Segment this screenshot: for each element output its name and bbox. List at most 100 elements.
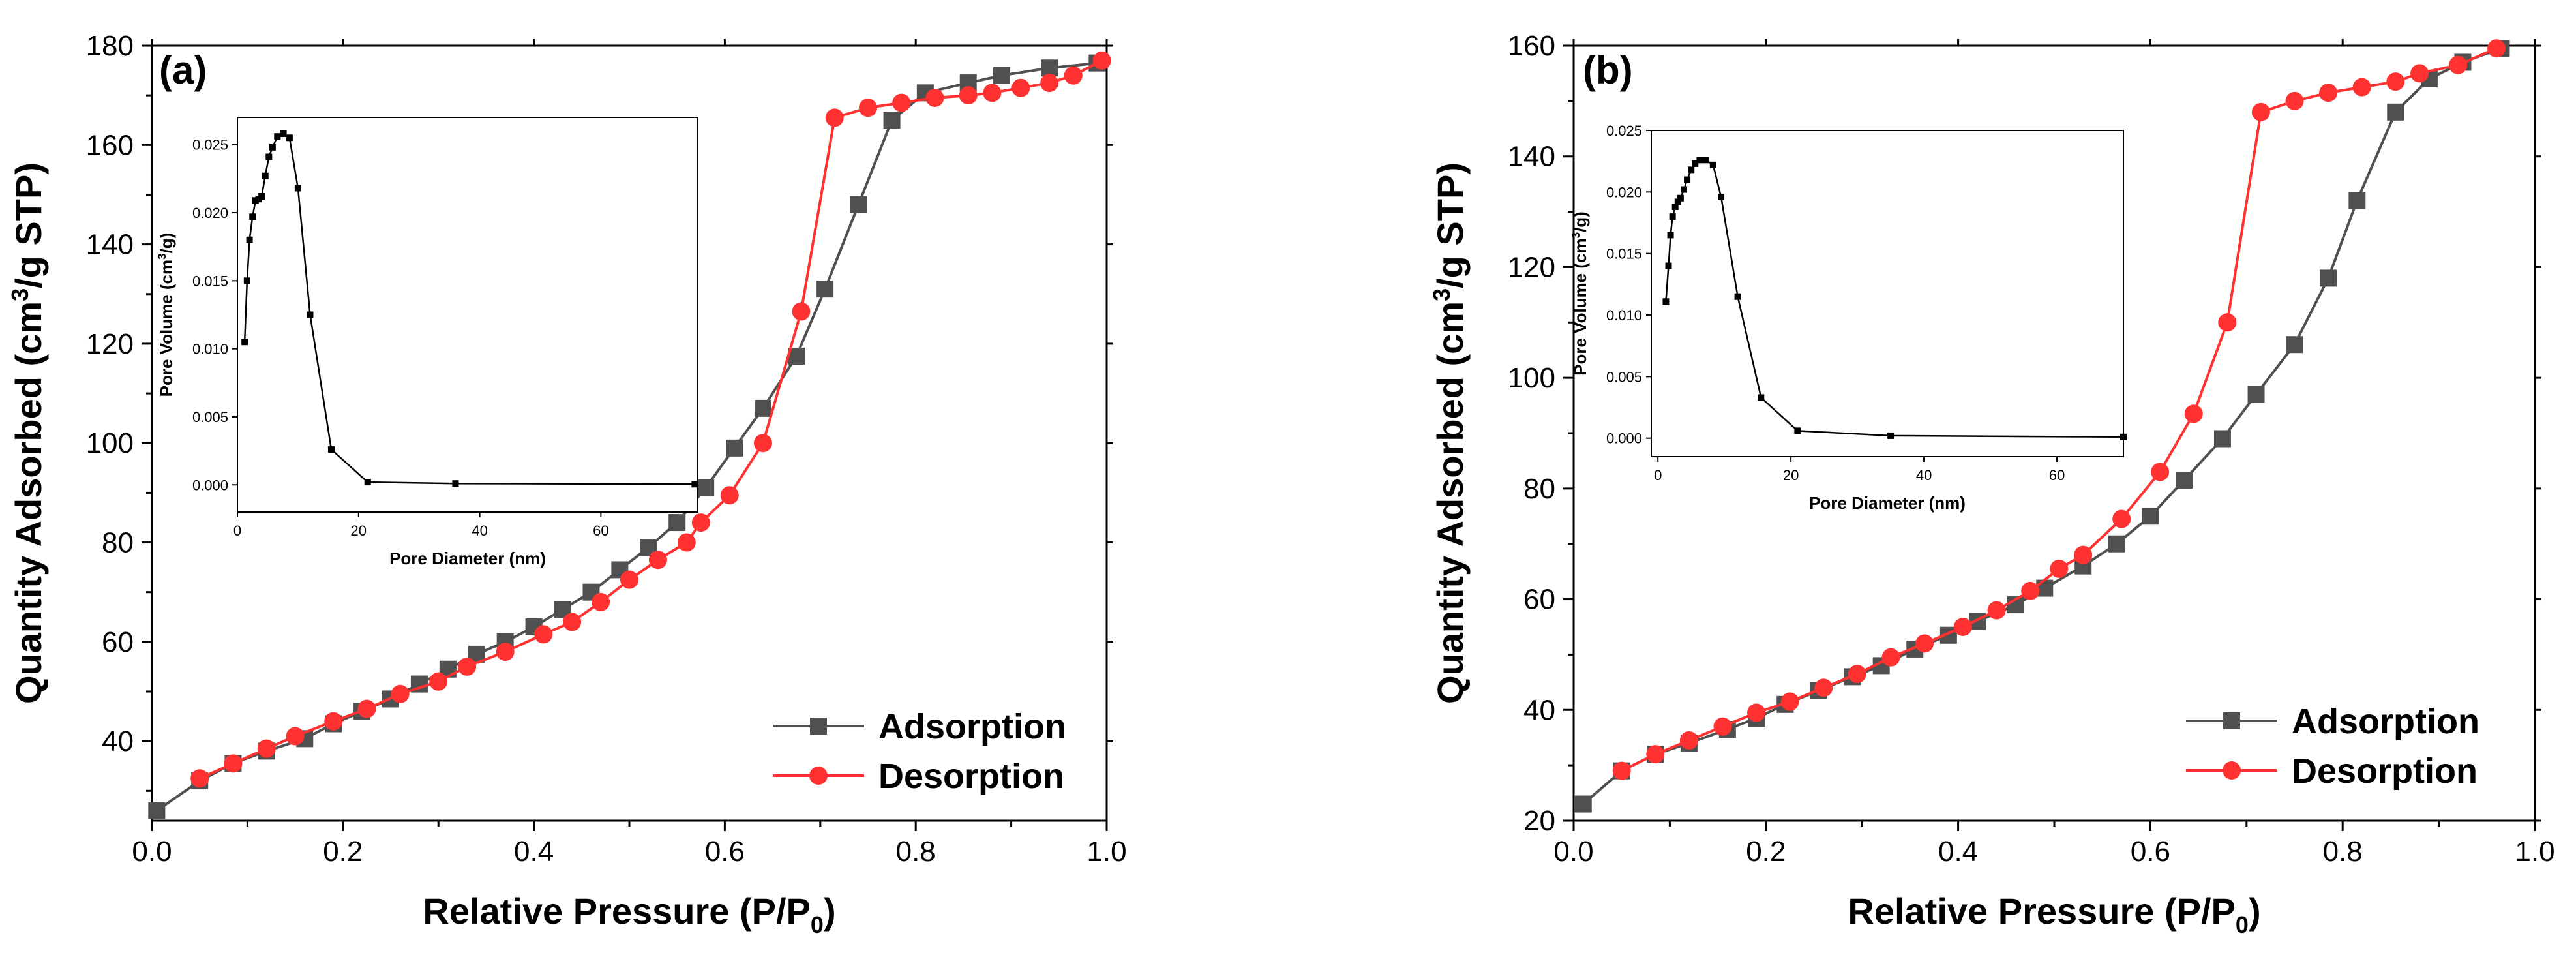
legend-marker-square [810, 718, 827, 735]
inset-point [452, 480, 459, 487]
inset-y-axis-title-part: /g) [157, 233, 176, 254]
x-tick-label: 0.0 [1553, 836, 1593, 868]
inset-point [1696, 157, 1703, 164]
y-tick-label: 80 [1523, 473, 1555, 505]
desorption-point [859, 99, 877, 117]
inset-point [2120, 433, 2127, 440]
inset-y-axis-title-part: Pore Volume (cm [157, 260, 176, 397]
adsorption-point [668, 514, 686, 532]
inset-x-tick-label: 40 [472, 523, 487, 539]
y-tick-label: 40 [1523, 694, 1555, 726]
inset-point [1718, 193, 1725, 200]
y-tick-label: 20 [1523, 805, 1555, 837]
adsorption-point [2387, 103, 2404, 121]
desorption-point [677, 533, 696, 552]
y-tick-label: 60 [102, 626, 134, 658]
desorption-point [648, 551, 667, 570]
inset-point [280, 130, 287, 138]
desorption-point [753, 434, 772, 453]
x-tick-label: 1.0 [1086, 836, 1126, 868]
desorption-point [620, 570, 638, 589]
desorption-point [2410, 64, 2429, 83]
y-tick-label: 160 [86, 129, 134, 161]
y-tick-label: 40 [102, 725, 134, 757]
inset-y-tick-label: 0.005 [1606, 369, 1642, 385]
inset-point [241, 339, 248, 346]
inset-y-tick-label: 0.025 [1606, 123, 1642, 139]
x-axis-title: Relative Pressure (P/P0) [423, 890, 835, 938]
inset-point [243, 277, 250, 284]
desorption-point [1011, 78, 1030, 97]
inset-point [249, 213, 256, 220]
inset-chart: 0 20 40 60 0.000 0.005 0.010 0.015 0.020 0.025 Por… [1570, 123, 2127, 513]
x-tick-label: 0.8 [896, 836, 936, 868]
x-tick-label: 0.6 [705, 836, 745, 868]
x-axis-title-part: Relative Pressure (P/P [423, 890, 811, 932]
inset-point [286, 134, 293, 142]
inset-x-tick-label: 0 [1654, 467, 1662, 483]
inset-y-axis-title-part: Pore Volume (cm [1570, 238, 1590, 375]
inset-point [327, 446, 335, 453]
adsorption-point [697, 479, 715, 496]
desorption-point [1848, 665, 1866, 684]
legend-marker-square [2223, 712, 2240, 729]
inset-point [364, 479, 371, 486]
adsorption-point [726, 439, 743, 457]
legend-label-adsorption: Adsorption [2292, 702, 2479, 741]
desorption-point [534, 625, 553, 644]
desorption-point [1814, 678, 1833, 697]
adsorption-point [993, 67, 1010, 84]
inset-x-tick-label: 60 [2049, 467, 2065, 483]
x-axis-title-part: 0 [811, 911, 824, 938]
desorption-point [2184, 404, 2203, 423]
inset-point [1702, 157, 1709, 164]
inset-y-tick-label: 0.000 [192, 477, 228, 493]
inset-y-axis-title-part: 3 [1570, 232, 1582, 238]
inset-point [1734, 293, 1741, 300]
adsorption-point [883, 112, 901, 129]
y-tick-label: 120 [86, 328, 134, 360]
desorption-point [1915, 634, 1934, 653]
desorption-point [2449, 55, 2468, 74]
desorption-point [190, 769, 209, 788]
inset-point [691, 481, 698, 488]
inset-x-axis-title: Pore Diameter (nm) [389, 549, 546, 568]
desorption-point [1040, 74, 1059, 93]
inset-x-axis-title: Pore Diameter (nm) [1809, 493, 1966, 513]
y-tick-label: 140 [86, 229, 134, 261]
inset-point [1887, 432, 1895, 439]
desorption-point [1987, 601, 2006, 620]
desorption-point [1881, 648, 1900, 667]
desorption-point [959, 86, 978, 105]
desorption-point [2386, 72, 2405, 91]
inset-frame [237, 117, 698, 513]
adsorption-point [2286, 336, 2303, 354]
x-axis-title-part: Relative Pressure (P/P [1848, 890, 2236, 932]
inset-point [258, 193, 265, 200]
desorption-point [357, 699, 376, 718]
panel-label: (a) [159, 48, 207, 92]
y-tick-label: 140 [1508, 141, 1555, 173]
inset-y-tick-label: 0.010 [1606, 307, 1642, 324]
inset-point [262, 172, 269, 179]
desorption-point [792, 302, 811, 321]
x-axis-title-part: ) [2249, 890, 2261, 932]
desorption-point [892, 93, 911, 112]
desorption-point [592, 592, 610, 611]
inset-y-tick-label: 0.010 [192, 341, 228, 357]
inset-point [269, 144, 276, 151]
y-tick-label: 80 [102, 527, 134, 559]
desorption-point [2151, 463, 2170, 481]
desorption-point [496, 643, 515, 661]
adsorption-point [2213, 430, 2231, 448]
adsorption-point [754, 399, 771, 417]
desorption-point [391, 684, 410, 703]
legend-label-desorption: Desorption [2292, 752, 2478, 791]
inset-point [265, 153, 273, 160]
y-axis-title-part: Quantity Adsorbed (cm [1430, 301, 1471, 704]
inset-point [1669, 213, 1676, 220]
inset-y-tick-label: 0.020 [1606, 184, 1642, 200]
desorption-point [2352, 78, 2371, 97]
desorption-point [825, 108, 844, 127]
